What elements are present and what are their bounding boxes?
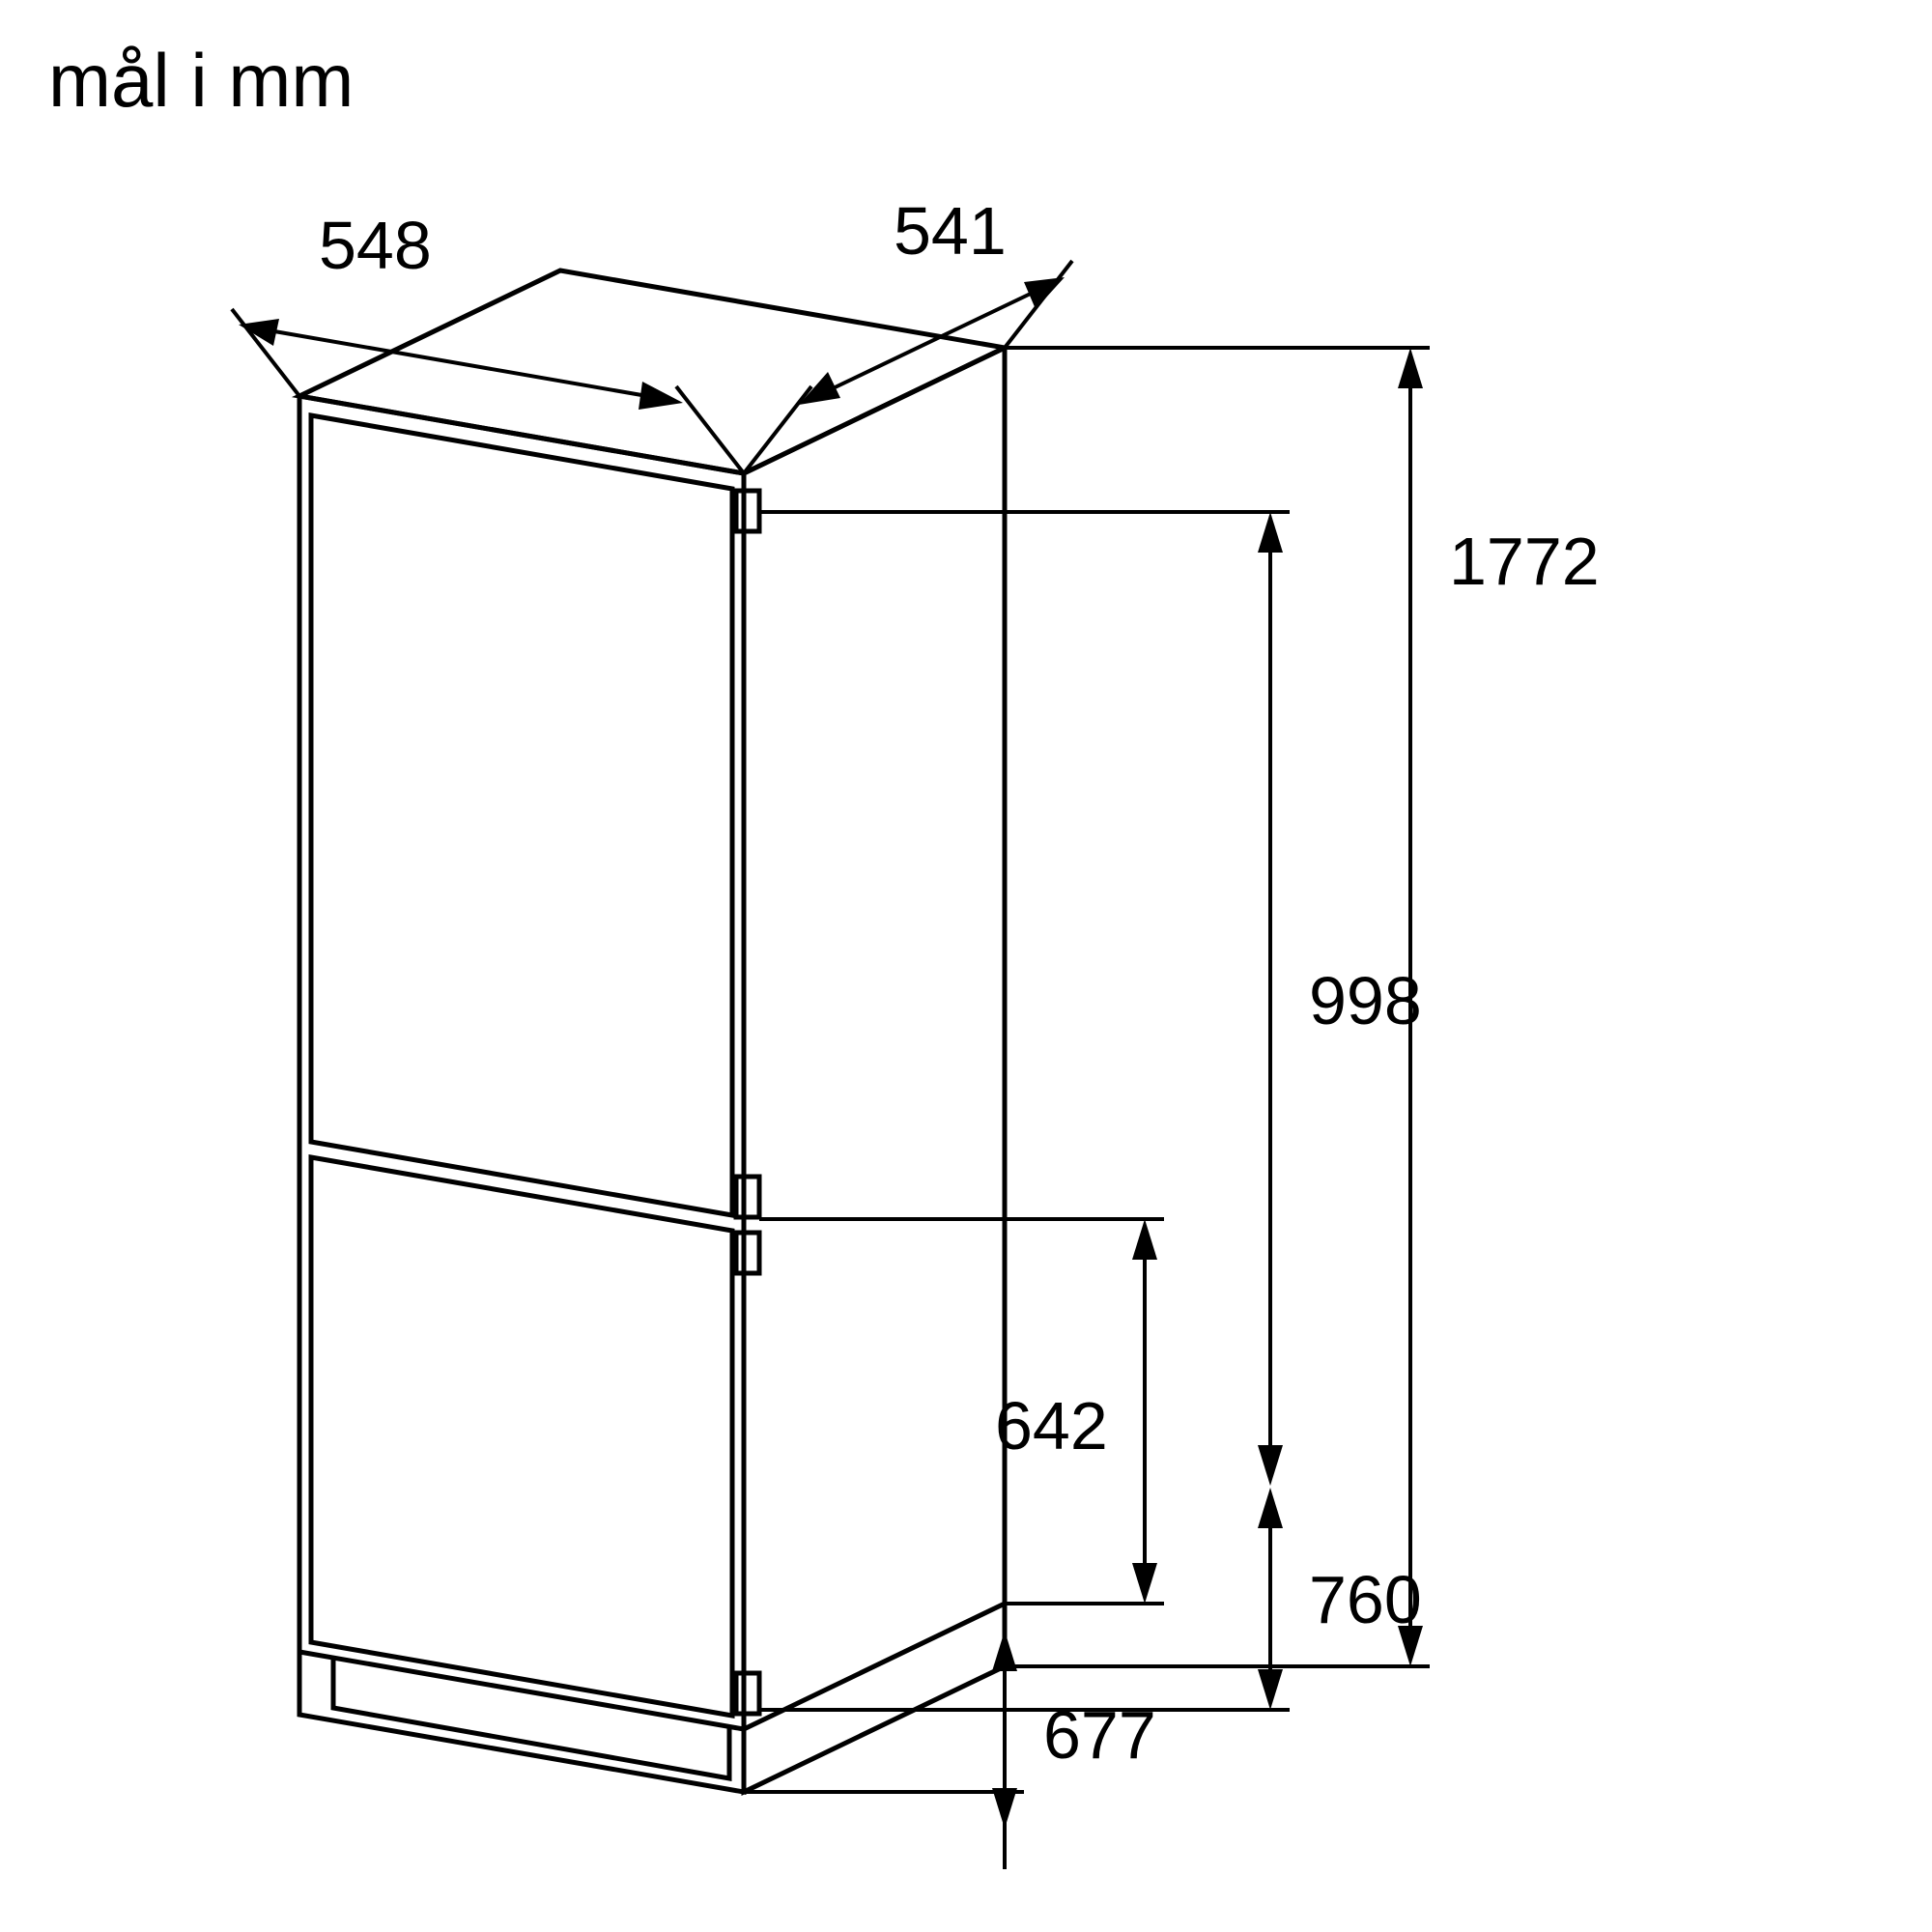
arrow-677-bot [992,1788,1017,1829]
cabinet-top-face [299,270,1005,473]
title-label: mål i mm [48,38,354,123]
cabinet-right-face [744,348,1005,1792]
front-plinth-line [299,1652,744,1729]
upper-door [311,415,732,1215]
arrow-642-bot [1132,1563,1157,1604]
arrow-541-back [1024,277,1065,309]
hinge-mid-upper [736,1177,759,1217]
dim-760-label: 760 [1309,1562,1422,1637]
arrow-760-bot [1258,1669,1283,1710]
ext-541-front [744,386,811,473]
lower-door [311,1157,732,1716]
dim-677-label: 677 [1043,1697,1156,1773]
arrow-998-bot [1258,1445,1283,1486]
arrow-1772-top [1398,348,1423,388]
hinge-top [736,491,759,531]
dim-541-label: 541 [894,193,1007,269]
arrow-548-right [639,382,683,410]
dim-1772-label: 1772 [1449,524,1600,599]
dimension-drawing: mål i mm 548 541 [0,0,1932,1932]
arrow-642-top [1132,1219,1157,1260]
arrow-541-front [799,372,840,405]
dim-548-label: 548 [319,208,432,283]
ext-548-right [676,386,744,473]
dim-642-label: 642 [995,1388,1108,1463]
hinge-mid-lower [736,1233,759,1273]
dimline-548 [274,331,647,396]
arrow-998-top [1258,512,1283,553]
arrow-760-top [1258,1488,1283,1528]
arrow-677-top [992,1631,1017,1671]
hinge-bottom [736,1673,759,1714]
cabinet-front-face [299,396,744,1792]
dim-998-label: 998 [1309,963,1422,1038]
